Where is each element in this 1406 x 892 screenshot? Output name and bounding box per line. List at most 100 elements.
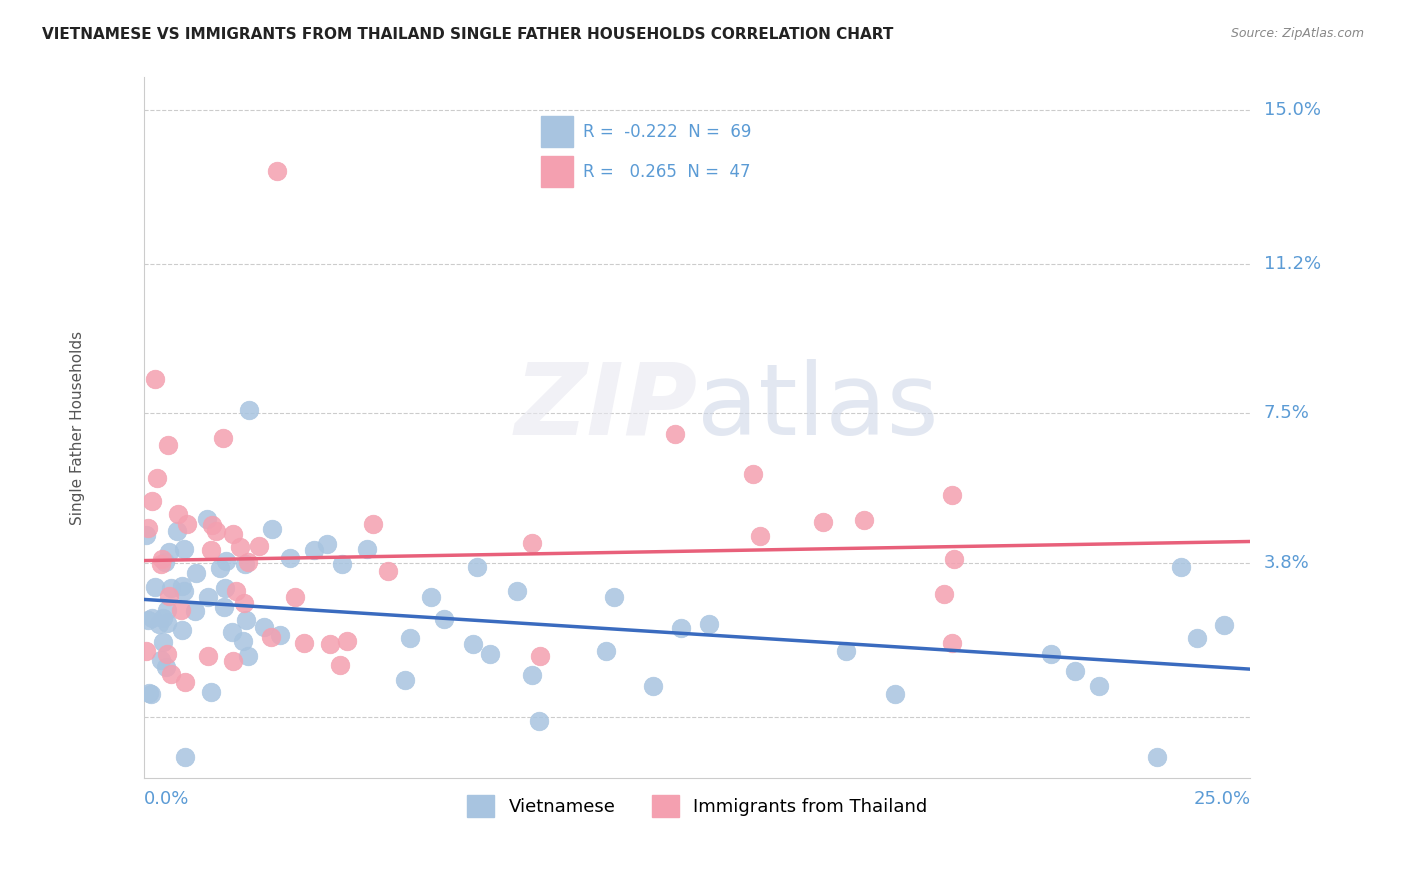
Vietnamese: [1088, 679, 1111, 693]
Vietnamese: [520, 668, 543, 682]
Text: ZIP: ZIP: [515, 359, 697, 456]
Immigrants from Thailand: [143, 372, 166, 386]
Immigrants from Thailand: [200, 542, 222, 557]
Immigrants from Thailand: [260, 631, 283, 645]
Vietnamese: [1212, 618, 1234, 632]
Vietnamese: [232, 633, 254, 648]
Vietnamese: [157, 545, 180, 559]
Immigrants from Thailand: [249, 539, 271, 553]
Vietnamese: [156, 615, 179, 630]
Vietnamese: [155, 660, 177, 674]
Immigrants from Thailand: [221, 526, 243, 541]
Vietnamese: [148, 616, 170, 631]
Immigrants from Thailand: [934, 587, 956, 601]
Immigrants from Thailand: [135, 644, 157, 658]
Text: atlas: atlas: [697, 359, 939, 456]
Immigrants from Thailand: [228, 540, 250, 554]
Vietnamese: [135, 528, 157, 542]
Vietnamese: [420, 591, 443, 605]
Immigrants from Thailand: [748, 529, 770, 543]
Immigrants from Thailand: [205, 524, 228, 538]
Text: VIETNAMESE VS IMMIGRANTS FROM THAILAND SINGLE FATHER HOUSEHOLDS CORRELATION CHAR: VIETNAMESE VS IMMIGRANTS FROM THAILAND S…: [42, 27, 894, 42]
Vietnamese: [141, 610, 163, 624]
Immigrants from Thailand: [170, 603, 193, 617]
Vietnamese: [197, 590, 219, 604]
Vietnamese: [183, 603, 205, 617]
Immigrants from Thailand: [150, 558, 173, 572]
Bar: [541, 156, 574, 187]
Vietnamese: [316, 537, 339, 551]
Vietnamese: [398, 631, 420, 645]
Vietnamese: [883, 687, 905, 701]
Immigrants from Thailand: [529, 649, 551, 664]
Immigrants from Thailand: [212, 431, 235, 445]
Vietnamese: [200, 684, 222, 698]
Immigrants from Thailand: [222, 654, 245, 668]
Immigrants from Thailand: [197, 649, 219, 664]
Vietnamese: [603, 590, 626, 604]
Vietnamese: [595, 643, 617, 657]
Immigrants from Thailand: [157, 438, 180, 452]
Vietnamese: [238, 402, 260, 417]
Vietnamese: [463, 637, 485, 651]
Bar: [541, 116, 574, 147]
Vietnamese: [136, 613, 159, 627]
Immigrants from Thailand: [520, 536, 543, 550]
Immigrants from Thailand: [941, 487, 963, 501]
Vietnamese: [1170, 560, 1192, 574]
Vietnamese: [699, 616, 721, 631]
Vietnamese: [269, 628, 291, 642]
Immigrants from Thailand: [176, 517, 198, 532]
Vietnamese: [669, 621, 692, 635]
Vietnamese: [235, 613, 257, 627]
Text: 3.8%: 3.8%: [1264, 554, 1309, 572]
Immigrants from Thailand: [173, 674, 195, 689]
Vietnamese: [506, 584, 529, 599]
Immigrants from Thailand: [329, 658, 352, 673]
Text: 7.5%: 7.5%: [1264, 404, 1309, 422]
Vietnamese: [260, 522, 283, 536]
Vietnamese: [233, 558, 256, 572]
Immigrants from Thailand: [167, 508, 190, 522]
Immigrants from Thailand: [201, 518, 224, 533]
Text: R =   0.265  N =  47: R = 0.265 N = 47: [583, 162, 751, 181]
Immigrants from Thailand: [236, 555, 259, 569]
Text: R =  -0.222  N =  69: R = -0.222 N = 69: [583, 122, 752, 141]
Vietnamese: [1040, 648, 1063, 662]
Vietnamese: [173, 584, 195, 599]
Vietnamese: [465, 559, 488, 574]
Vietnamese: [304, 543, 326, 558]
Vietnamese: [153, 555, 176, 569]
Vietnamese: [527, 714, 550, 728]
Vietnamese: [159, 582, 181, 596]
Text: 0.0%: 0.0%: [145, 789, 190, 807]
Text: 25.0%: 25.0%: [1194, 789, 1250, 807]
Vietnamese: [236, 648, 259, 663]
Vietnamese: [835, 644, 858, 658]
Vietnamese: [155, 603, 177, 617]
Immigrants from Thailand: [361, 517, 384, 532]
Vietnamese: [174, 750, 197, 764]
Immigrants from Thailand: [852, 513, 875, 527]
Immigrants from Thailand: [943, 552, 966, 566]
Vietnamese: [433, 612, 456, 626]
Immigrants from Thailand: [266, 163, 288, 178]
Vietnamese: [152, 611, 174, 625]
Vietnamese: [172, 579, 194, 593]
Vietnamese: [330, 557, 353, 571]
Immigrants from Thailand: [811, 515, 834, 529]
Vietnamese: [172, 623, 194, 637]
Text: 15.0%: 15.0%: [1264, 101, 1320, 119]
Immigrants from Thailand: [664, 426, 686, 441]
Vietnamese: [212, 600, 235, 615]
Vietnamese: [1146, 750, 1168, 764]
Vietnamese: [394, 673, 416, 687]
Immigrants from Thailand: [156, 647, 179, 661]
Vietnamese: [278, 551, 301, 566]
Vietnamese: [208, 561, 231, 575]
Vietnamese: [643, 679, 665, 693]
Legend: Vietnamese, Immigrants from Thailand: Vietnamese, Immigrants from Thailand: [460, 788, 935, 824]
Vietnamese: [139, 687, 162, 701]
Immigrants from Thailand: [742, 467, 765, 482]
Immigrants from Thailand: [150, 551, 173, 566]
